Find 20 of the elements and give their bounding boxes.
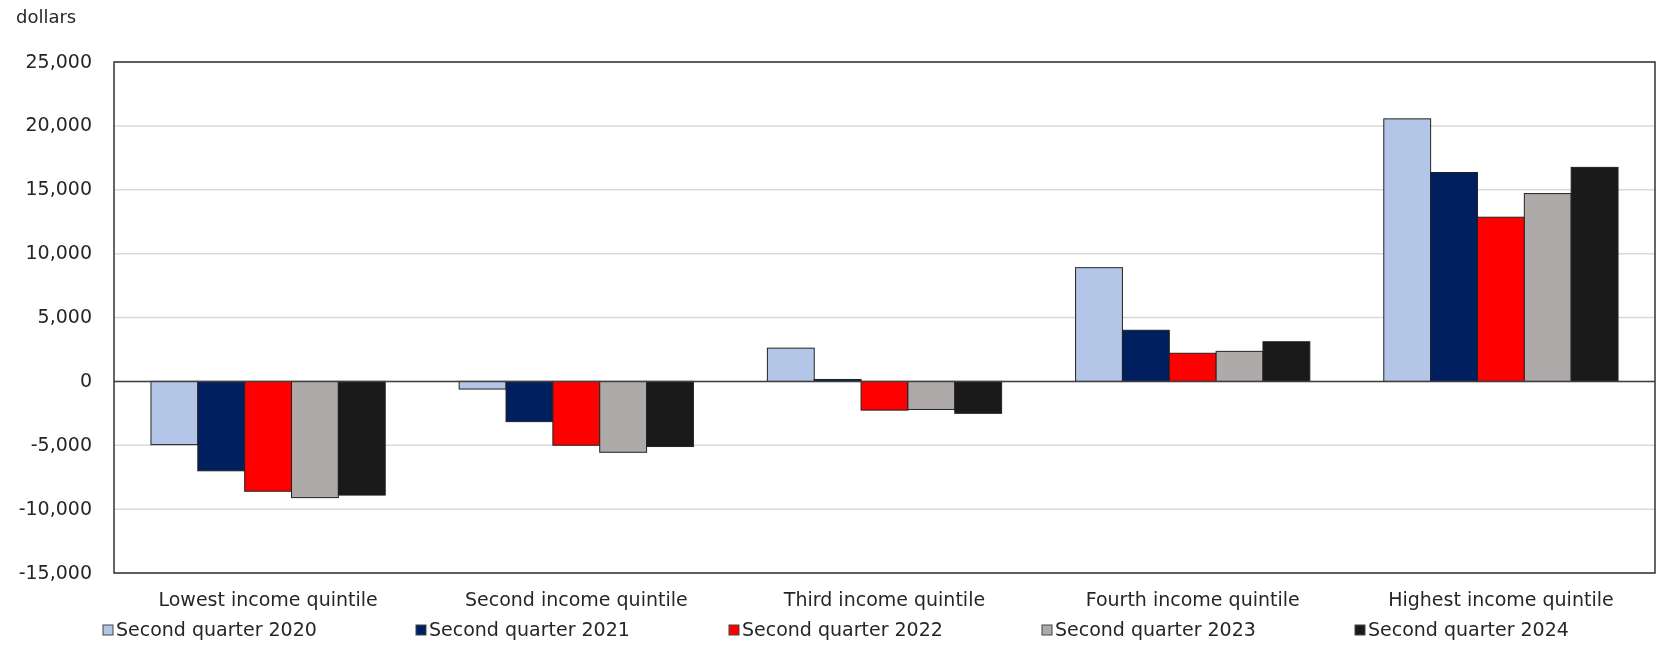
y-tick-label: -10,000 (18, 496, 92, 519)
y-axis-title: dollars (16, 6, 77, 27)
legend-label: Second quarter 2020 (116, 617, 317, 640)
y-tick-label: 20,000 (25, 113, 92, 136)
y-tick-label: -5,000 (30, 432, 92, 455)
x-tick-label: Third income quintile (782, 587, 986, 610)
y-tick-label: -15,000 (18, 560, 92, 583)
y-tick-label: 5,000 (37, 305, 92, 327)
x-tick-label: Second income quintile (464, 587, 688, 610)
x-tick-label: Fourth income quintile (1085, 587, 1300, 610)
x-tick-label: Lowest income quintile (158, 587, 378, 610)
legend-label: Second quarter 2023 (1055, 617, 1256, 640)
legend-label: Second quarter 2021 (429, 617, 630, 640)
y-tick-label: 25,000 (25, 49, 92, 72)
y-tick-label: 15,000 (25, 177, 92, 200)
y-tick-label: 10,000 (25, 241, 92, 264)
x-tick-label: Highest income quintile (1388, 587, 1614, 610)
y-tick-label: 0 (79, 368, 92, 391)
legend-label: Second quarter 2024 (1368, 617, 1569, 640)
legend-label: Second quarter 2022 (742, 617, 943, 640)
